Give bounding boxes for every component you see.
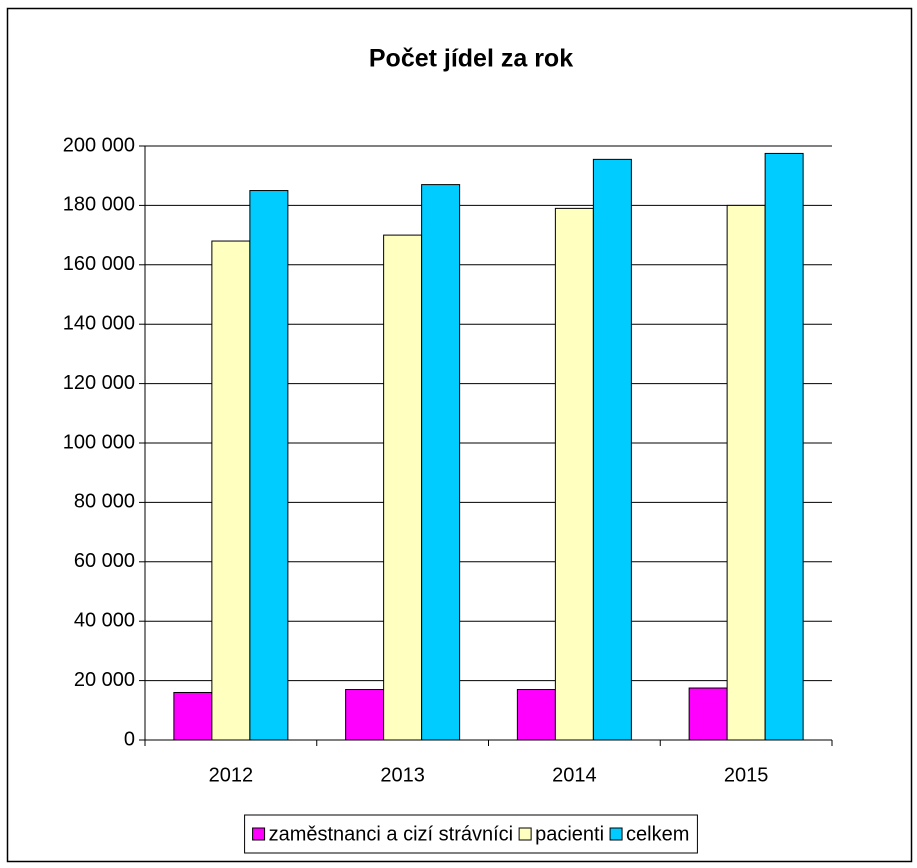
legend-swatch [518, 827, 532, 841]
bar [383, 234, 423, 741]
y-tick-label: 200 000 [63, 134, 135, 156]
y-tick-label: 160 000 [63, 253, 135, 275]
bar [173, 691, 213, 741]
bar [516, 689, 556, 741]
y-tick-label: 40 000 [74, 609, 135, 631]
x-tick-label: 2013 [380, 764, 425, 786]
legend-label: zaměstnanci a cizí strávníci [269, 823, 514, 845]
y-tick-label: 0 [124, 728, 135, 750]
y-tick-label: 20 000 [74, 669, 135, 691]
bar [592, 158, 632, 741]
bar [421, 184, 461, 741]
legend-swatch [252, 827, 266, 841]
y-tick-label: 120 000 [63, 372, 135, 394]
legend-swatch [609, 827, 623, 841]
bar [764, 152, 804, 741]
bar [345, 689, 385, 741]
y-tick-label: 140 000 [63, 312, 135, 334]
bar [249, 190, 289, 741]
legend-label: pacienti [535, 823, 604, 845]
bar [688, 687, 728, 741]
x-tick-label: 2015 [724, 764, 769, 786]
y-tick-label: 80 000 [74, 491, 135, 513]
y-tick-label: 60 000 [74, 550, 135, 572]
y-tick-label: 100 000 [63, 431, 135, 453]
legend-label: celkem [626, 823, 689, 845]
x-tick-label: 2012 [209, 764, 254, 786]
bar [211, 240, 251, 741]
bar [726, 204, 766, 741]
x-tick-label: 2014 [552, 764, 597, 786]
chart-title: Počet jídel za rok [369, 45, 573, 73]
y-tick-label: 180 000 [63, 194, 135, 216]
bar [554, 207, 594, 741]
